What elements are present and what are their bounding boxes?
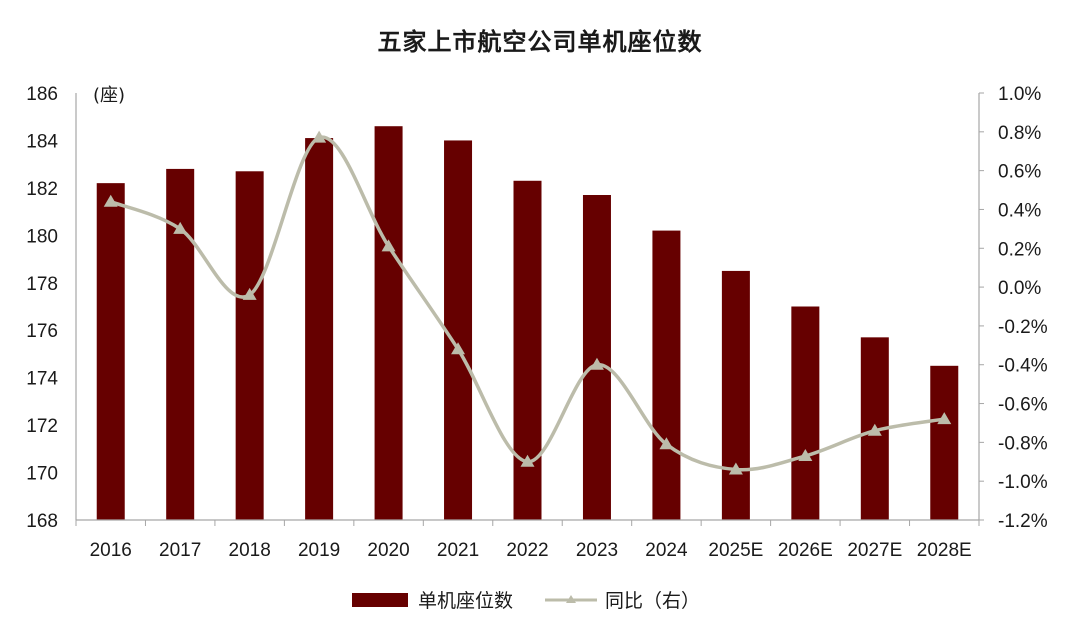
legend-item-yoy: 同比（右）	[543, 586, 700, 613]
x-tick-label: 2022	[506, 540, 548, 561]
line-marker-2022	[520, 454, 535, 467]
line-marker-2026E	[798, 448, 813, 461]
bar-2024	[652, 230, 681, 521]
line-series	[103, 130, 952, 475]
x-tick-label: 2018	[229, 540, 271, 561]
y-tick-label: 180	[26, 226, 58, 247]
line-marker-2025E	[728, 462, 743, 475]
legend-label-seats: 单机座位数	[418, 590, 514, 612]
y-tick-label: 176	[26, 321, 58, 342]
y2-tick-label: 0.4%	[998, 200, 1041, 221]
y-tick-label: 184	[26, 131, 58, 152]
bar-2028E	[930, 365, 959, 520]
bar-2019	[305, 138, 334, 521]
triangle-line-icon	[545, 594, 598, 603]
y-tick-label: 174	[26, 369, 58, 390]
x-tick-label: 2026E	[778, 540, 833, 561]
legend-item-seats: 单机座位数	[352, 586, 513, 613]
x-tick-label: 2025E	[708, 540, 763, 561]
y2-tick-label: 0.6%	[998, 162, 1041, 183]
line-marker-2027E	[867, 423, 882, 436]
line-marker-2016	[103, 194, 118, 207]
y2-tick-label: -1.2%	[998, 511, 1048, 532]
y-tick-label: 168	[26, 511, 58, 532]
y2-tick-label: -1.0%	[998, 472, 1048, 493]
x-tick-label: 2019	[298, 540, 340, 561]
line-marker-2021	[451, 342, 466, 355]
chart-canvas: 168 170 172 174 176 178 180 182 184 186 -1.2% -1.0%…	[26, 84, 1047, 561]
y-tick-label: 170	[26, 464, 58, 485]
line-marker-2023	[589, 357, 604, 370]
axes: 168 170 172 174 176 178 180 182 184 186 -1.2% -1.0%…	[26, 84, 1047, 561]
x-tick-label: 2024	[645, 540, 688, 561]
y2-tick-label: -0.4%	[998, 356, 1048, 377]
bar-2020	[374, 126, 403, 520]
line-marker-2018	[242, 287, 257, 300]
y2-tick-label: 0.0%	[998, 278, 1041, 299]
x-tick-label: 2017	[159, 540, 201, 561]
x-tick-label: 2021	[437, 540, 479, 561]
y2-tick-label: 0.8%	[998, 123, 1041, 144]
bar-2022	[513, 180, 542, 520]
x-tick-label: 2020	[367, 540, 409, 561]
x-tick-label: 2016	[90, 540, 132, 561]
legend-label-yoy: 同比（右）	[605, 590, 701, 612]
y2-tick-label: -0.6%	[998, 395, 1048, 416]
legend: 单机座位数 同比（右）	[352, 586, 730, 613]
bar-2016	[96, 183, 125, 520]
line-marker-2024	[659, 437, 674, 450]
y2-tick-label: 0.2%	[998, 239, 1041, 260]
y-tick-label: 186	[26, 84, 58, 105]
y2-tick-label: 1.0%	[998, 84, 1041, 105]
chart-title: 五家上市航空公司单机座位数	[377, 28, 703, 56]
bar-2025E	[721, 270, 750, 520]
y-tick-label: 172	[26, 416, 58, 437]
line-marker-2020	[381, 239, 396, 252]
x-tick-label: 2023	[576, 540, 618, 561]
bar-swatch-icon	[352, 592, 408, 607]
x-tick-label: 2027E	[847, 540, 902, 561]
y-tick-label: 182	[26, 179, 58, 200]
y-tick-label: 178	[26, 274, 58, 295]
y2-tick-label: -0.8%	[998, 433, 1048, 454]
line-marker-2028E	[937, 412, 952, 425]
line-marker-2019	[312, 130, 327, 143]
y2-tick-label: -0.2%	[998, 317, 1048, 338]
bar-2018	[235, 171, 264, 521]
line-marker-2017	[173, 221, 188, 234]
bar-2023	[582, 195, 611, 520]
x-tick-label: 2028E	[917, 540, 972, 561]
bar-2026E	[791, 306, 820, 520]
bar-2021	[444, 140, 473, 520]
y-axis-unit-label: (座)	[93, 85, 125, 106]
